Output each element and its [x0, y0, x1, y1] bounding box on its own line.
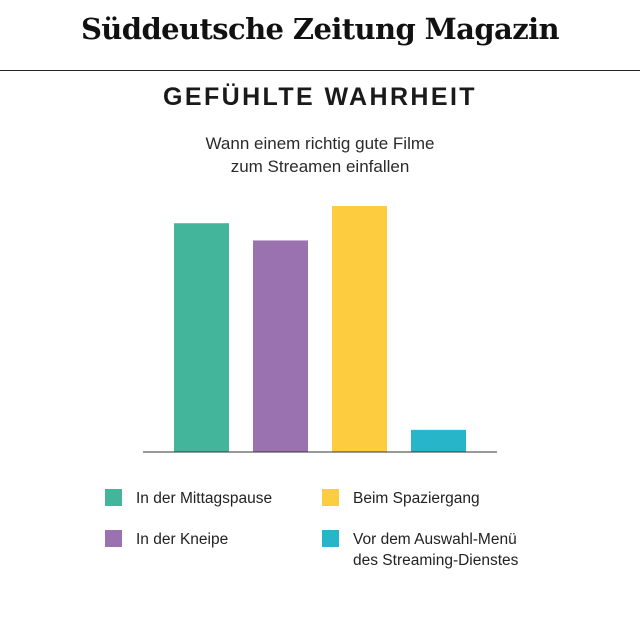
chart-title: GEFÜHLTE WAHRHEIT — [163, 83, 477, 111]
subtitle-line-1: Wann einem richtig gute Filme — [205, 134, 435, 153]
legend-swatch-mittagspause — [105, 489, 122, 506]
legend-text-line-2: des Streaming-Dienstes — [353, 552, 519, 569]
legend-label-mittagspause: In der Mittagspause — [136, 488, 272, 509]
bar-kneipe — [253, 240, 308, 452]
legend-swatch-streaming-menu — [322, 530, 339, 547]
legend-text: In der Mittagspause — [136, 490, 273, 507]
legend-swatch-spaziergang — [322, 489, 339, 506]
chart-subtitle: Wann einem richtig gute Filme zum Stream… — [0, 132, 640, 178]
header-divider — [0, 70, 640, 71]
bar-spaziergang — [332, 206, 387, 452]
bar-mittagspause — [174, 223, 229, 452]
legend-text: In der Kneipe — [136, 531, 229, 548]
legend-item-spaziergang: Beim Spaziergang — [322, 488, 480, 509]
legend-swatch-kneipe — [105, 530, 122, 547]
legend-item-kneipe: In der Kneipe — [105, 529, 228, 550]
legend-label-spaziergang: Beim Spaziergang — [353, 488, 480, 509]
legend-item-streaming-menu: Vor dem Auswahl-Menü des Streaming-Diens… — [322, 529, 518, 571]
subtitle-line-2: zum Streamen einfallen — [230, 157, 410, 176]
legend-text-line-1: Vor dem Auswahl-Menü — [353, 531, 517, 548]
legend-label-kneipe: In der Kneipe — [136, 529, 228, 550]
legend-text: Beim Spaziergang — [353, 490, 480, 507]
legend-label-streaming-menu: Vor dem Auswahl-Menü des Streaming-Diens… — [353, 529, 518, 571]
bar-group — [174, 206, 466, 452]
bar-streaming-menu — [411, 429, 466, 452]
publication-logo: Süddeutsche Zeitung Magazin — [80, 12, 560, 46]
legend-item-mittagspause: In der Mittagspause — [105, 488, 272, 509]
